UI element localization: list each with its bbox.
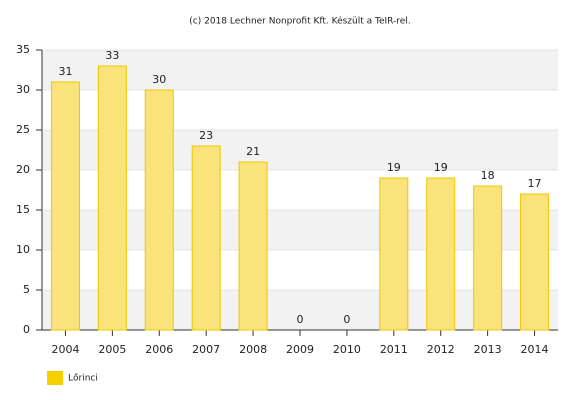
- chart-title: (c) 2018 Lechner Nonprofit Kft. Készült …: [189, 16, 410, 27]
- data-label: 21: [246, 145, 260, 158]
- y-tick-label: 10: [16, 243, 30, 256]
- bar: [97, 65, 127, 331]
- bar: [144, 89, 174, 331]
- bar: [50, 81, 80, 331]
- y-tick-label: 5: [23, 283, 30, 296]
- grid-band: [42, 210, 558, 250]
- bar: [191, 145, 221, 331]
- x-tick-label: 2007: [192, 343, 220, 356]
- bar: [473, 185, 503, 331]
- y-tick-label: 20: [16, 163, 30, 176]
- x-tick-label: 2009: [286, 343, 314, 356]
- y-tick-label: 15: [16, 203, 30, 216]
- bar: [379, 177, 409, 331]
- x-tick-label: 2008: [239, 343, 267, 356]
- legend-swatch: [47, 371, 63, 385]
- bar: [238, 161, 268, 331]
- x-tick-label: 2013: [474, 343, 502, 356]
- bar: [426, 177, 456, 331]
- grid-band: [42, 50, 558, 90]
- x-tick-label: 2014: [521, 343, 549, 356]
- bar: [520, 193, 550, 331]
- data-label: 19: [434, 161, 448, 174]
- data-label: 0: [297, 313, 304, 326]
- data-label: 0: [343, 313, 350, 326]
- data-label: 18: [481, 169, 495, 182]
- legend-label: Lőrinci: [68, 374, 98, 384]
- x-tick-label: 2006: [145, 343, 173, 356]
- data-label: 31: [58, 65, 72, 78]
- y-tick-label: 35: [16, 43, 30, 56]
- data-label: 19: [387, 161, 401, 174]
- y-tick-label: 0: [23, 323, 30, 336]
- y-tick-label: 25: [16, 123, 30, 136]
- x-tick-label: 2005: [98, 343, 126, 356]
- data-label: 17: [528, 177, 542, 190]
- grid-band: [42, 290, 558, 330]
- x-tick-label: 2012: [427, 343, 455, 356]
- data-label: 33: [105, 49, 119, 62]
- x-tick-label: 2011: [380, 343, 408, 356]
- x-tick-label: 2010: [333, 343, 361, 356]
- data-label: 23: [199, 129, 213, 142]
- x-tick-label: 2004: [51, 343, 79, 356]
- grid-band: [42, 130, 558, 170]
- y-tick-label: 30: [16, 83, 30, 96]
- data-label: 30: [152, 73, 166, 86]
